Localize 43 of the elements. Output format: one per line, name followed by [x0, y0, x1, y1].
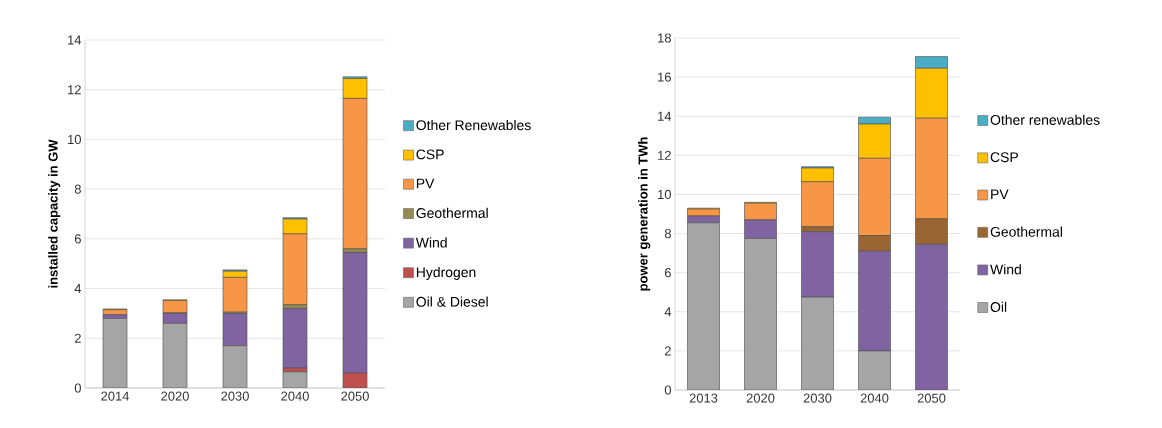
- y-tick-label: 4: [74, 284, 82, 294]
- legend-label: Wind: [990, 264, 1021, 275]
- legend-label: Oil & Diesel: [416, 296, 488, 307]
- y-tick-label: 4: [664, 307, 672, 317]
- x-tick-label: 2050: [341, 391, 369, 401]
- y-tick-label: 14: [658, 111, 672, 121]
- y-tick-label: 12: [68, 85, 81, 95]
- y-tick-label: 2: [74, 333, 81, 343]
- x-tick-label: 2014: [101, 391, 130, 401]
- legend-label: Other renewables: [990, 114, 1100, 125]
- y-tick-label: 0: [74, 383, 81, 393]
- x-tick-label: 2013: [689, 393, 718, 403]
- y-tick-label: 8: [664, 228, 671, 239]
- legend-label: CSP: [990, 152, 1018, 163]
- legend-label: CSP: [416, 149, 444, 160]
- x-tick-label: 2020: [746, 393, 775, 403]
- legend-label: PV: [416, 178, 435, 189]
- y-tick-label: 18: [658, 33, 671, 43]
- legend-label: Geothermal: [416, 207, 488, 219]
- x-tick-label: 2040: [281, 391, 309, 401]
- legend-label: Wind: [415, 237, 447, 248]
- legend-label: PV: [991, 189, 1009, 200]
- y-axis-title: power generation in TWh: [638, 137, 651, 291]
- y-tick-label: 16: [658, 72, 671, 82]
- y-tick-label: 2: [664, 346, 671, 356]
- y-tick-label: 10: [68, 134, 81, 145]
- y-axis-title: installed capacity in GW: [48, 139, 61, 288]
- x-tick-label: 2020: [161, 391, 189, 401]
- y-tick-label: 12: [658, 150, 671, 160]
- y-tick-label: 10: [658, 189, 671, 200]
- legend-label: Oil: [990, 301, 1007, 312]
- y-tick-label: 6: [664, 268, 671, 278]
- y-tick-label: 8: [74, 184, 81, 194]
- x-tick-label: 2030: [221, 391, 249, 401]
- y-tick-label: 0: [664, 385, 671, 395]
- x-tick-label: 2050: [917, 393, 946, 403]
- legend-label: Hydrogen: [416, 266, 476, 280]
- legend-label: Other Renewables: [416, 119, 531, 131]
- x-tick-label: 2040: [860, 393, 889, 403]
- legend-label: Geothermal: [990, 226, 1062, 237]
- y-tick-label: 6: [74, 234, 81, 244]
- x-tick-label: 2030: [803, 393, 832, 403]
- y-tick-label: 14: [68, 35, 82, 45]
